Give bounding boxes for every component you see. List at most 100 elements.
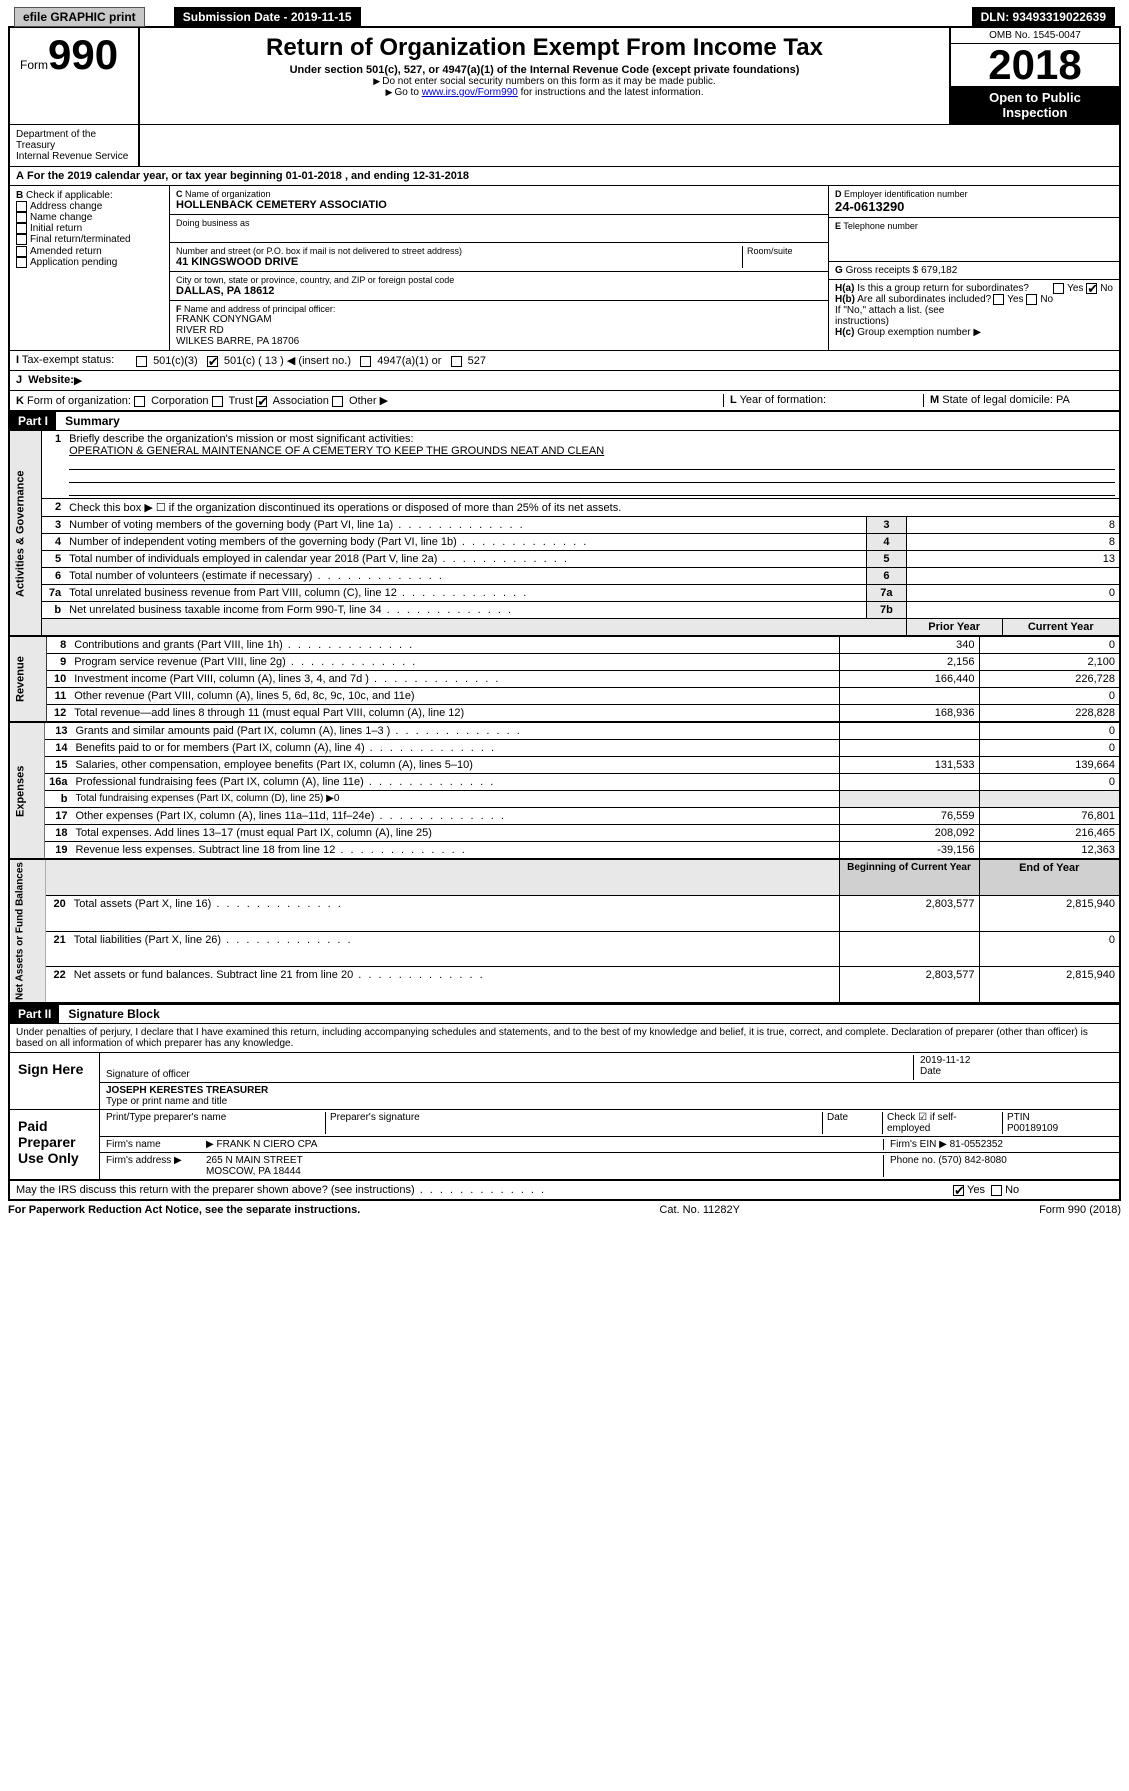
- efile-button[interactable]: efile GRAPHIC print: [14, 7, 145, 27]
- line10-prior: 166,440: [839, 671, 979, 688]
- line12-curr: 228,828: [979, 705, 1119, 722]
- checkbox-discuss-yes[interactable]: [953, 1185, 964, 1196]
- vlabel-netassets: Net Assets or Fund Balances: [10, 860, 46, 1003]
- firm-address: 265 N MAIN STREET: [206, 1155, 303, 1166]
- line3-val: 8: [906, 517, 1119, 534]
- irs-link[interactable]: www.irs.gov/Form990: [422, 87, 518, 98]
- line19-curr: 12,363: [979, 842, 1119, 859]
- firm-city: MOSCOW, PA 18444: [206, 1166, 301, 1177]
- line15-prior: 131,533: [839, 757, 979, 774]
- line5-val: 13: [906, 551, 1119, 568]
- part2-header: Part II: [10, 1005, 59, 1023]
- line9-prior: 2,156: [839, 654, 979, 671]
- line19-prior: -39,156: [839, 842, 979, 859]
- line22-beg: 2,803,577: [839, 967, 979, 1003]
- line21-beg: [839, 931, 979, 967]
- line20-end: 2,815,940: [979, 895, 1119, 931]
- ein: 24-0613290: [835, 199, 1113, 214]
- line21-end: 0: [979, 931, 1119, 967]
- line16b-prior: [839, 791, 979, 808]
- checkbox-discuss-no[interactable]: [991, 1185, 1002, 1196]
- line16a-prior: [839, 774, 979, 791]
- line7a-val: 0: [906, 585, 1119, 602]
- checkbox-amended-return[interactable]: [16, 246, 27, 257]
- tax-year: 2018: [951, 44, 1119, 86]
- checkbox-assoc[interactable]: [256, 396, 267, 407]
- tax-exempt-status-row: I Tax-exempt status: 501(c)(3) 501(c) ( …: [10, 350, 1119, 370]
- checkbox-address-change[interactable]: [16, 201, 27, 212]
- officer-addr1: RIVER RD: [176, 325, 822, 336]
- vlabel-expenses: Expenses: [10, 723, 45, 859]
- open-to-public-badge: Open to Public Inspection: [951, 86, 1119, 124]
- form-note-link: Go to www.irs.gov/Form990 for instructio…: [148, 87, 941, 98]
- dln-badge: DLN: 93493319022639: [972, 7, 1115, 27]
- end-year-hdr: End of Year: [979, 860, 1119, 896]
- checkbox-final-return[interactable]: [16, 234, 27, 245]
- current-year-hdr: Current Year: [1002, 619, 1119, 636]
- line22-end: 2,815,940: [979, 967, 1119, 1003]
- discuss-row: May the IRS discuss this return with the…: [10, 1180, 1119, 1199]
- checkbox-527[interactable]: [451, 356, 462, 367]
- line15-curr: 139,664: [979, 757, 1119, 774]
- checkbox-trust[interactable]: [212, 396, 223, 407]
- line13-prior: [839, 723, 979, 740]
- line10-curr: 226,728: [979, 671, 1119, 688]
- footer-catno: Cat. No. 11282Y: [659, 1204, 740, 1216]
- vlabel-governance: Activities & Governance: [10, 431, 41, 636]
- checkbox-ha-yes[interactable]: [1053, 283, 1064, 294]
- part1-netassets-table: Net Assets or Fund Balances Beginning of…: [10, 859, 1119, 1003]
- line7b-val: [906, 602, 1119, 619]
- line20-beg: 2,803,577: [839, 895, 979, 931]
- org-address: 41 KINGSWOOD DRIVE: [176, 256, 742, 268]
- line18-prior: 208,092: [839, 825, 979, 842]
- line17-curr: 76,801: [979, 808, 1119, 825]
- form-number: 990: [48, 31, 118, 78]
- perjury-statement: Under penalties of perjury, I declare th…: [10, 1023, 1119, 1052]
- checkbox-ha-no[interactable]: [1086, 283, 1097, 294]
- checkbox-corp[interactable]: [134, 396, 145, 407]
- submission-date-badge: Submission Date - 2019-11-15: [174, 7, 361, 27]
- sig-date: 2019-11-12: [920, 1055, 970, 1066]
- checkbox-hb-yes[interactable]: [993, 294, 1004, 305]
- tax-period-line: A For the 2019 calendar year, or tax yea…: [10, 166, 1119, 185]
- form-word: Form: [20, 58, 48, 72]
- line8-curr: 0: [979, 637, 1119, 654]
- website-row: J Website: ▶: [10, 370, 1119, 390]
- form-subtitle: Under section 501(c), 527, or 4947(a)(1)…: [148, 64, 941, 76]
- checkbox-name-change[interactable]: [16, 212, 27, 223]
- checkbox-501c[interactable]: [207, 356, 218, 367]
- part1-revenue-table: Revenue 8Contributions and grants (Part …: [10, 636, 1119, 722]
- top-bar: efile GRAPHIC print Submission Date - 20…: [8, 8, 1121, 26]
- part2-title: Signature Block: [62, 1005, 165, 1023]
- paid-preparer-label: Paid Preparer Use Only: [10, 1110, 100, 1179]
- line13-curr: 0: [979, 723, 1119, 740]
- checkbox-4947[interactable]: [360, 356, 371, 367]
- checkbox-501c3[interactable]: [136, 356, 147, 367]
- part1-governance-table: Activities & Governance 1 Briefly descri…: [10, 430, 1119, 636]
- ptin: P00189109: [1007, 1123, 1058, 1134]
- line14-curr: 0: [979, 740, 1119, 757]
- sign-here-label: Sign Here: [10, 1053, 100, 1109]
- org-name: HOLLENBACK CEMETERY ASSOCIATIO: [176, 199, 822, 211]
- line11-curr: 0: [979, 688, 1119, 705]
- footer-formref: Form 990 (2018): [1039, 1204, 1121, 1216]
- line8-prior: 340: [839, 637, 979, 654]
- checkbox-initial-return[interactable]: [16, 223, 27, 234]
- footer-left: For Paperwork Reduction Act Notice, see …: [8, 1204, 360, 1216]
- form-title: Return of Organization Exempt From Incom…: [148, 34, 941, 62]
- line6-val: [906, 568, 1119, 585]
- page-footer: For Paperwork Reduction Act Notice, see …: [8, 1201, 1121, 1219]
- department-label: Department of the TreasuryInternal Reven…: [10, 125, 140, 166]
- line17-prior: 76,559: [839, 808, 979, 825]
- line9-curr: 2,100: [979, 654, 1119, 671]
- line16a-curr: 0: [979, 774, 1119, 791]
- line4-val: 8: [906, 534, 1119, 551]
- part1-expenses-table: Expenses 13Grants and similar amounts pa…: [10, 722, 1119, 859]
- line18-curr: 216,465: [979, 825, 1119, 842]
- checkbox-hb-no[interactable]: [1026, 294, 1037, 305]
- form-header: Form990 Return of Organization Exempt Fr…: [10, 28, 1119, 124]
- gross-receipts: 679,182: [921, 265, 957, 276]
- checkbox-other[interactable]: [332, 396, 343, 407]
- part1-title: Summary: [59, 412, 126, 430]
- checkbox-application-pending[interactable]: [16, 257, 27, 268]
